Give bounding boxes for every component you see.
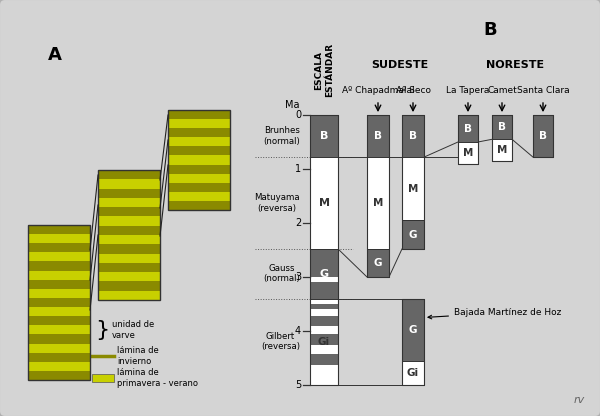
Bar [310,157,338,249]
Text: unidad de
varve: unidad de varve [112,320,154,340]
Text: NORESTE: NORESTE [486,60,544,70]
Text: B: B [539,131,547,141]
Bar [310,354,338,365]
Bar [168,137,230,146]
Bar [533,115,553,157]
Bar [310,304,338,310]
Bar [98,216,160,226]
Bar [168,156,230,165]
Text: Bajada Martínez de Hoz: Bajada Martínez de Hoz [428,308,562,319]
Text: 4: 4 [295,326,301,336]
Bar [492,115,512,161]
Bar [98,263,160,272]
Text: B: B [498,122,506,132]
Text: SUDESTE: SUDESTE [371,60,428,70]
Text: B: B [464,124,472,134]
Text: 0: 0 [295,110,301,120]
Bar [28,371,90,380]
Text: rv: rv [574,395,585,405]
Text: 1: 1 [295,164,301,174]
Bar [402,115,424,157]
Bar [28,353,90,362]
Text: Gi: Gi [407,368,419,378]
Bar [492,115,512,139]
Bar [310,210,338,220]
Bar [28,243,90,253]
Bar [98,235,160,244]
Bar [168,110,230,210]
Bar [28,262,90,270]
Bar [28,307,90,316]
Bar [98,170,160,300]
Bar [492,139,512,161]
Bar [168,119,230,128]
Bar [98,291,160,300]
Bar [458,142,478,163]
Text: Gauss
(normal): Gauss (normal) [263,264,300,283]
Bar [367,115,389,157]
Bar [367,115,389,277]
Bar [168,201,230,210]
Text: B: B [374,131,382,141]
Bar [402,157,424,220]
Bar [28,325,90,334]
Text: M: M [408,184,418,194]
Bar [310,277,338,282]
Bar [28,270,90,280]
Bar [98,170,160,179]
Text: Aº Chapadmalal: Aº Chapadmalal [341,86,415,95]
Bar [533,115,553,157]
Bar [310,115,338,157]
Bar [492,115,512,161]
Bar [92,374,114,382]
Bar [28,280,90,289]
Text: 5: 5 [295,380,301,390]
Bar [402,299,424,361]
Bar [28,362,90,371]
Text: B: B [483,21,497,39]
Bar [168,183,230,192]
Bar [98,244,160,254]
Bar [28,298,90,307]
Text: lámina de
invierno: lámina de invierno [117,346,159,366]
Text: Matuyama
(reversa): Matuyama (reversa) [254,193,300,213]
Bar [28,334,90,344]
Bar [402,299,424,385]
Bar [98,272,160,282]
Text: Brunhes
(normal): Brunhes (normal) [263,126,300,146]
Text: M: M [463,148,473,158]
Text: B: B [409,131,417,141]
Text: M: M [373,198,383,208]
Bar [402,115,424,249]
Bar [367,157,389,249]
Bar [458,115,478,163]
Text: G: G [409,230,417,240]
Text: 2: 2 [295,218,301,228]
Bar [310,316,338,326]
Bar [98,282,160,291]
Bar [98,207,160,216]
Text: M: M [319,198,329,208]
Text: Aº Seco: Aº Seco [395,86,431,95]
Bar [168,192,230,201]
Bar [310,115,338,385]
Text: Santa Clara: Santa Clara [517,86,569,95]
Bar [168,165,230,173]
Bar [310,115,338,385]
Bar [458,115,478,163]
Bar [458,115,478,142]
Text: Camet: Camet [487,86,517,95]
Text: }: } [95,320,109,340]
Bar [98,179,160,188]
Bar [98,226,160,235]
Bar [367,249,389,277]
Text: Gi: Gi [318,337,330,347]
Text: 3: 3 [295,272,301,282]
Text: ESCALA
ESTÁNDAR: ESCALA ESTÁNDAR [314,43,334,97]
Text: G: G [319,269,329,279]
Text: La Tapera: La Tapera [446,86,490,95]
Bar [28,289,90,298]
Bar [533,115,553,157]
Bar [310,249,338,299]
